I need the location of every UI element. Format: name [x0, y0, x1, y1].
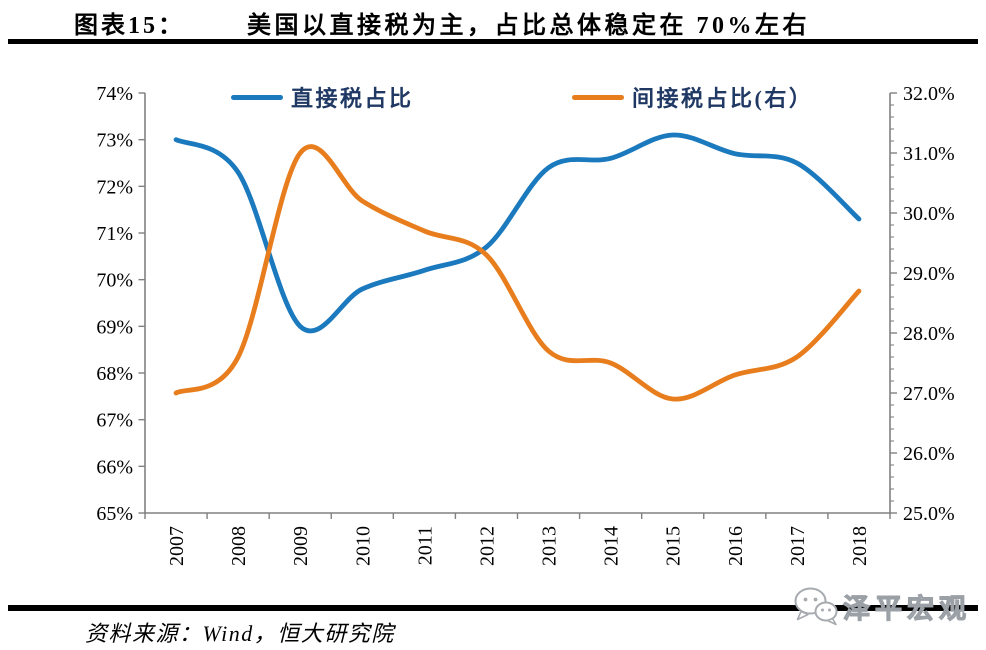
x-axis-year-label: 2011	[414, 526, 436, 565]
legend-label-direct-tax: 直接税占比	[291, 86, 414, 111]
legend-line-indirect-tax	[572, 94, 624, 100]
source-note: 资料来源：Wind，恒大研究院	[85, 621, 395, 646]
direct-tax-line	[173, 132, 862, 334]
right-axis-tick-label: 32.0%	[903, 83, 955, 105]
x-axis-year-label: 2008	[228, 526, 250, 566]
x-axis-year-label: 2018	[849, 526, 871, 566]
figure-title: 美国以直接税为主，占比总体稳定在 70%左右	[247, 12, 810, 39]
legend-line-direct-tax	[231, 94, 283, 100]
legend-item-indirect-tax: 间接税占比(右）	[572, 80, 813, 114]
right-axis-tick-label: 25.0%	[903, 503, 955, 525]
watermark: 泽平宏观	[793, 583, 971, 629]
right-axis-tick-label: 27.0%	[903, 383, 955, 405]
x-axis-year-label: 2012	[476, 526, 498, 566]
left-axis-tick-label: 72%	[96, 176, 133, 198]
x-axis-year-label: 2015	[663, 526, 685, 566]
right-axis-tick-label: 29.0%	[903, 263, 955, 285]
figure-title-row: 图表15： 美国以直接税为主，占比总体稳定在 70%左右	[74, 6, 974, 39]
legend-item-direct-tax: 直接税占比	[231, 80, 414, 114]
wechat-bubbles-icon	[794, 587, 838, 626]
left-axis-tick-label: 71%	[96, 223, 133, 245]
x-axis-year-label: 2010	[352, 526, 374, 566]
right-axis-tick-label: 28.0%	[903, 323, 955, 345]
left-axis-tick-label: 73%	[96, 130, 133, 152]
right-axis-tick-label: 30.0%	[903, 203, 955, 225]
divider-bottom	[8, 605, 978, 611]
left-axis-tick-label: 65%	[96, 503, 133, 525]
left-axis-tick-label: 70%	[96, 270, 133, 292]
x-axis-year-label: 2009	[290, 526, 312, 566]
left-axis-tick-label: 66%	[96, 456, 133, 478]
x-axis-year-label: 2013	[539, 526, 561, 566]
left-axis-tick-label: 74%	[96, 83, 133, 105]
x-axis-year-label: 2017	[787, 526, 809, 566]
x-axis-year-label: 2016	[725, 526, 747, 566]
left-axis-tick-label: 69%	[96, 316, 133, 338]
figure-number-label: 图表15：	[74, 12, 185, 39]
x-axis-year-label: 2014	[601, 526, 623, 566]
right-axis-tick-label: 31.0%	[903, 143, 955, 165]
watermark-text: 泽平宏观	[842, 593, 971, 624]
right-axis-tick-label: 26.0%	[903, 443, 955, 465]
x-axis-year-label: 2007	[166, 526, 188, 566]
legend-label-indirect-tax: 间接税占比(右）	[632, 86, 814, 111]
divider-top	[8, 39, 978, 44]
left-axis-tick-label: 68%	[96, 363, 133, 385]
left-axis-tick-label: 67%	[96, 410, 133, 432]
indirect-tax-line	[173, 144, 862, 402]
